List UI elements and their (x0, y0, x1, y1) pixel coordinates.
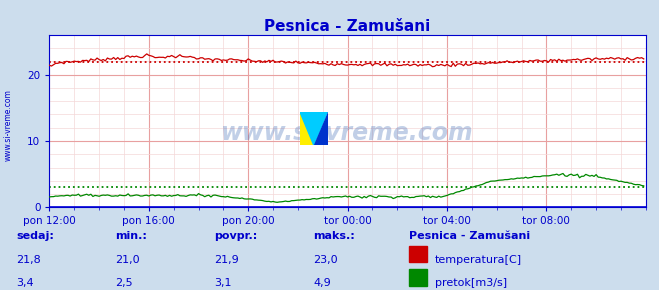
Text: temperatura[C]: temperatura[C] (435, 255, 522, 264)
Text: 3,1: 3,1 (214, 278, 232, 288)
Text: 23,0: 23,0 (313, 255, 337, 264)
Text: 21,9: 21,9 (214, 255, 239, 264)
Text: maks.:: maks.: (313, 231, 355, 241)
Bar (409, 246, 427, 262)
Text: 4,9: 4,9 (313, 278, 331, 288)
Text: 21,8: 21,8 (16, 255, 42, 264)
Bar (409, 269, 427, 286)
Text: 3,4: 3,4 (16, 278, 34, 288)
Text: povpr.:: povpr.: (214, 231, 258, 241)
Polygon shape (300, 112, 328, 145)
Polygon shape (300, 112, 314, 145)
Text: sedaj:: sedaj: (16, 231, 54, 241)
Text: 21,0: 21,0 (115, 255, 140, 264)
Text: min.:: min.: (115, 231, 147, 241)
Title: Pesnica - Zamušani: Pesnica - Zamušani (264, 19, 431, 34)
Polygon shape (314, 112, 328, 145)
Text: www.si-vreme.com: www.si-vreme.com (221, 121, 474, 145)
Text: Pesnica - Zamušani: Pesnica - Zamušani (409, 231, 530, 241)
Text: pretok[m3/s]: pretok[m3/s] (435, 278, 507, 288)
Text: www.si-vreme.com: www.si-vreme.com (3, 89, 13, 161)
Text: 2,5: 2,5 (115, 278, 133, 288)
